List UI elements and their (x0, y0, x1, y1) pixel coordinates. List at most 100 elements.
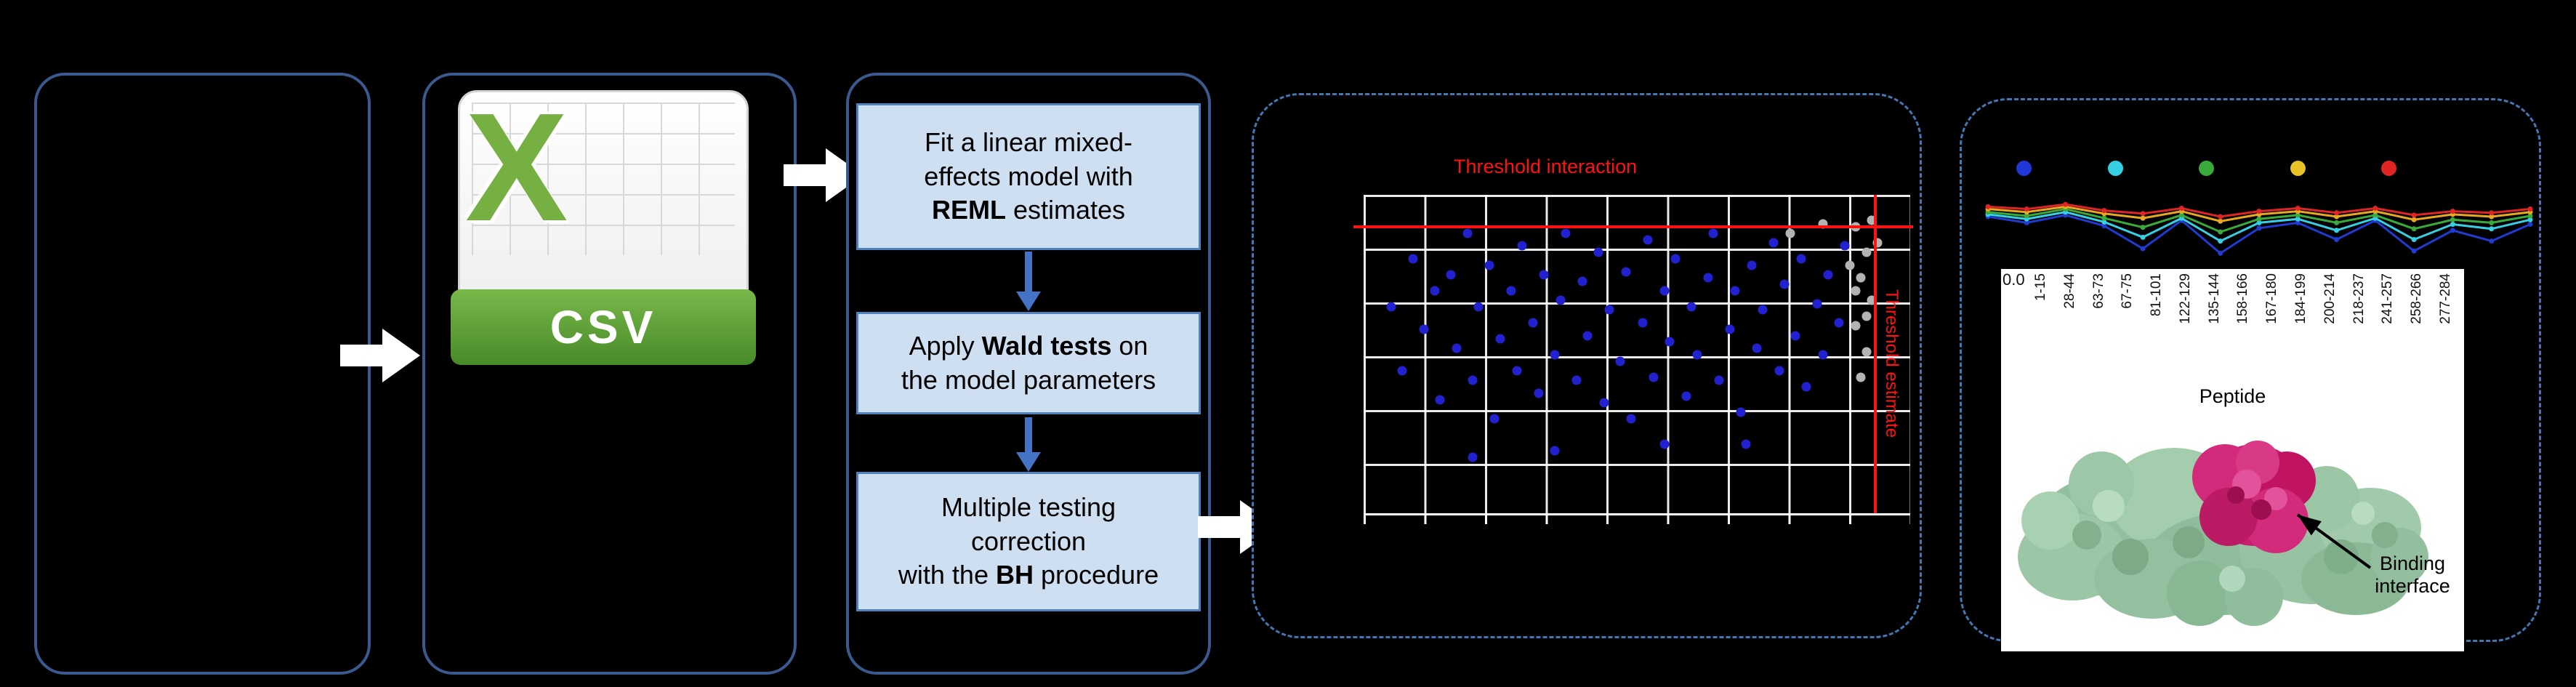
uptake-point-state-cyan (2527, 217, 2533, 222)
step-arrow-2-head (1016, 452, 1041, 472)
uptake-line-chart (1985, 201, 2533, 256)
step3-post: procedure (1033, 560, 1159, 590)
scatter-point-significant-points (1692, 350, 1702, 360)
uptake-point-state-green (2024, 213, 2029, 219)
scatter-point-nonsignificant-points (1856, 273, 1866, 283)
scatter-point-significant-points (1397, 366, 1407, 376)
step-arrow-1-shaft (1025, 252, 1032, 292)
uptake-point-state-blue (2218, 250, 2223, 256)
step-fit-model: Fit a linear mixed- effects model with R… (856, 103, 1201, 250)
scatter-point-significant-points (1665, 337, 1675, 347)
scatter-point-significant-points (1768, 238, 1779, 248)
scatter-point-significant-points (1812, 299, 1822, 309)
step-multiple-testing-text: Multiple testing correction with the BH … (898, 491, 1159, 592)
legend-dot (2381, 161, 2396, 176)
uptake-point-state-cyan (2256, 220, 2262, 225)
peptide-axis-label: 122-129 (2177, 273, 2193, 324)
uptake-point-state-cyan (2450, 222, 2455, 227)
scatter-point-significant-points (1714, 375, 1724, 385)
scatter-point-significant-points (1752, 343, 1762, 353)
uptake-point-state-blue (2411, 248, 2417, 254)
uptake-point-state-green (2140, 225, 2146, 230)
scatter-point-significant-points (1758, 305, 1768, 315)
scatter-point-significant-points (1571, 375, 1582, 385)
uptake-point-state-yellow (2140, 215, 2146, 221)
peptide-axis-labels: 1-15 28-44 63-73 67-75 81-101 122-129 135-144 1… (2033, 273, 2454, 384)
scatter-point-significant-points (1681, 391, 1691, 401)
scatter-point-significant-points (1506, 286, 1516, 296)
uptake-point-state-red (2450, 209, 2455, 214)
scatter-point-nonsignificant-points (1785, 228, 1795, 238)
uptake-point-state-red (2178, 205, 2184, 211)
uptake-point-state-blue (2527, 222, 2533, 227)
scatter-point-significant-points (1435, 395, 1445, 405)
scatter-points-layer (1364, 195, 1910, 515)
scatter-point-nonsignificant-points (1851, 286, 1861, 296)
scatter-point-significant-points (1779, 279, 1790, 289)
scatter-point-significant-points (1686, 302, 1696, 312)
uptake-point-state-blue (2450, 228, 2455, 233)
uptake-point-state-red (1985, 204, 1991, 209)
peptide-axis-label: 277-284 (2437, 273, 2453, 324)
scatter-point-nonsignificant-points (1856, 372, 1866, 382)
scatter-point-significant-points (1774, 366, 1784, 376)
scatter-point-significant-points (1604, 305, 1614, 315)
uptake-point-state-red (2024, 206, 2029, 212)
input-panel (34, 73, 371, 675)
scatter-point-significant-points (1512, 366, 1522, 376)
legend-dot (2199, 161, 2214, 176)
y-axis-tick-label: 0.0 (2003, 270, 2025, 289)
peptide-axis-label: 200-214 (2322, 273, 2338, 324)
uptake-point-state-red (2372, 205, 2378, 211)
scatter-point-nonsignificant-points (1861, 247, 1872, 257)
step-multiple-testing: Multiple testing correction with the BH … (856, 472, 1201, 611)
peptide-axis-label: 135-144 (2206, 273, 2222, 324)
uptake-point-state-blue (2024, 220, 2029, 225)
legend-dot (2016, 161, 2032, 176)
scatter-x-ticks (1364, 515, 1910, 524)
peptide-axis-label: 241-257 (2380, 273, 2396, 324)
step3-bold: BH (995, 560, 1034, 590)
scatter-point-nonsignificant-points (1851, 321, 1861, 331)
scatter-point-nonsignificant-points (1861, 347, 1872, 357)
binding-interface-label: Binding interface (2375, 553, 2450, 598)
scatter-point-significant-points (1484, 260, 1494, 270)
scatter-point-significant-points (1834, 318, 1844, 328)
scatter-point-significant-points (1615, 356, 1625, 366)
scatter-point-significant-points (1462, 228, 1473, 238)
uptake-point-state-yellow (2411, 217, 2417, 222)
scatter-point-significant-points (1489, 414, 1500, 424)
threshold-estimate-label: Threshold estimate (1882, 289, 1901, 438)
scatter-point-significant-points (1730, 286, 1740, 296)
scatter-point-significant-points (1430, 286, 1440, 296)
excel-x-icon: X (465, 81, 568, 253)
scatter-point-significant-points (1534, 388, 1544, 398)
peptide-axis-label: 81-101 (2149, 273, 2165, 317)
uptake-point-state-green (2256, 216, 2262, 222)
peptide-axis-label: 63-73 (2090, 273, 2106, 309)
peptide-axis-label: 184-199 (2293, 273, 2309, 324)
uptake-point-state-blue (2334, 237, 2340, 242)
peptide-axis-label: 218-237 (2351, 273, 2367, 324)
spreadsheet-grid-icon (472, 103, 735, 255)
uptake-point-state-green (2101, 215, 2107, 221)
uptake-point-state-green (2295, 212, 2301, 218)
step3-pre: Multiple testing correction with the (898, 491, 1116, 590)
uptake-point-state-yellow (2218, 218, 2223, 224)
condition-legend (2016, 161, 2396, 177)
scatter-point-significant-points (1419, 324, 1429, 334)
step-wald-tests: Apply Wald tests on the model parameters (856, 312, 1201, 414)
scatter-point-significant-points (1539, 270, 1549, 280)
step2-post: on the model parameters (901, 330, 1156, 395)
scatter-point-significant-points (1468, 452, 1478, 462)
flow-arrow-3-shaft (1198, 516, 1240, 538)
peptide-axis-label: 258-266 (2409, 273, 2425, 324)
legend-dot (2107, 161, 2123, 176)
volcano-scatter-plot (1364, 195, 1910, 515)
scatter-point-significant-points (1577, 276, 1587, 286)
scatter-point-significant-points (1599, 398, 1609, 408)
uptake-point-state-cyan (2489, 226, 2495, 232)
scatter-point-nonsignificant-points (1845, 260, 1855, 270)
scatter-point-significant-points (1550, 446, 1560, 456)
flow-arrow-1 (340, 329, 422, 382)
